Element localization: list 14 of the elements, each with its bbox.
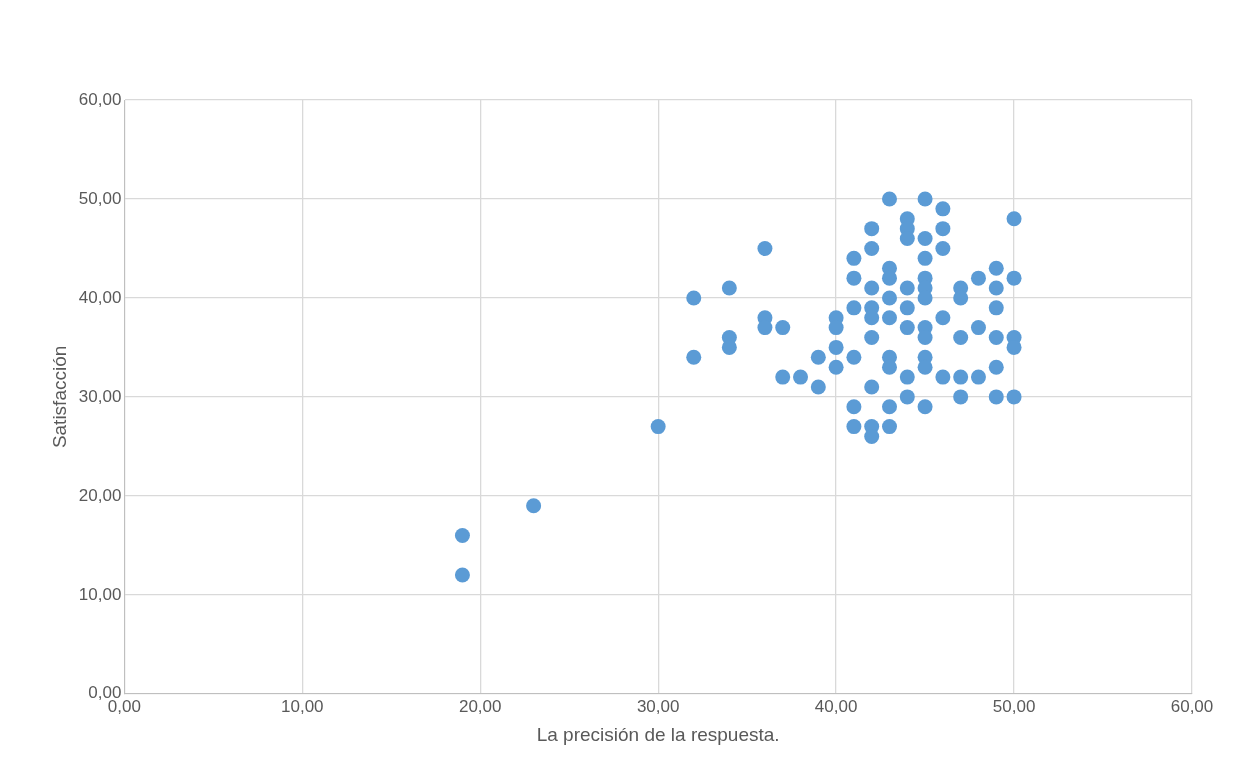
x-tick-label: 40,00 <box>814 696 858 716</box>
x-tick-label: 20,00 <box>458 696 502 716</box>
y-tick-label: 10,00 <box>78 584 122 604</box>
x-tick-label: 60,00 <box>1170 696 1214 716</box>
y-axis-title: Satisfacción <box>48 345 70 449</box>
x-tick-label: 10,00 <box>281 696 324 716</box>
x-tick-label: 50,00 <box>992 696 1036 716</box>
y-tick-label: 30,00 <box>78 386 122 406</box>
x-axis-title: La precisión de la respuesta. <box>536 723 780 745</box>
y-tick-label: 40,00 <box>78 287 122 307</box>
x-tick-label: 30,00 <box>636 696 680 716</box>
y-tick-label: 20,00 <box>78 485 122 505</box>
y-tick-label: 50,00 <box>78 188 122 208</box>
y-tick-label: 60,00 <box>78 89 122 109</box>
